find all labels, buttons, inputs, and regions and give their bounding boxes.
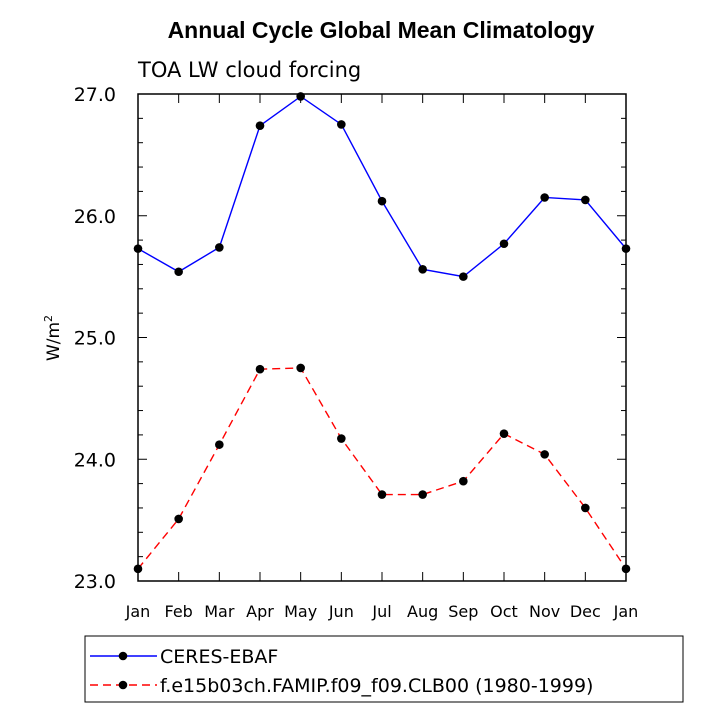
x-tick-label: Sep bbox=[448, 602, 478, 621]
x-tick-label: Apr bbox=[246, 602, 274, 621]
x-tick-label: Jan bbox=[613, 602, 639, 621]
y-axis-label: W/m2 bbox=[42, 315, 64, 361]
x-tick-label: May bbox=[284, 602, 317, 621]
data-point bbox=[581, 503, 590, 513]
y-tick-label: 26.0 bbox=[74, 206, 116, 228]
data-point bbox=[459, 476, 468, 486]
x-tick-label: Oct bbox=[490, 602, 518, 621]
data-series bbox=[133, 92, 631, 574]
data-point bbox=[499, 239, 509, 249]
x-tick-label: Nov bbox=[529, 602, 560, 621]
data-point bbox=[377, 490, 387, 499]
legend-marker bbox=[118, 651, 128, 661]
x-tick-label: Dec bbox=[570, 602, 601, 621]
data-point bbox=[337, 120, 346, 129]
y-tick-label: 27.0 bbox=[74, 84, 116, 106]
legend-label: CERES-EBAF bbox=[160, 646, 278, 668]
data-point bbox=[296, 363, 305, 373]
data-point bbox=[255, 364, 265, 374]
legend-item: CERES-EBAF bbox=[90, 646, 278, 668]
y-tick-label: 24.0 bbox=[74, 449, 116, 471]
chart-subtitle: TOA LW cloud forcing bbox=[137, 58, 361, 82]
x-tick-label: Jul bbox=[371, 602, 391, 621]
data-point bbox=[540, 193, 549, 202]
x-tick-labels: Jan Feb Mar Apr May Jun Jul Aug Sep Oct Nov Dec Jan bbox=[125, 602, 639, 621]
data-point bbox=[377, 196, 387, 206]
legend-box bbox=[84, 635, 684, 703]
x-tick-label: Jan bbox=[125, 602, 151, 621]
data-point bbox=[418, 490, 427, 499]
data-point bbox=[459, 272, 468, 281]
data-point bbox=[174, 267, 183, 277]
y-tick-label: 23.0 bbox=[74, 571, 116, 593]
x-tick-label: Jun bbox=[328, 602, 354, 621]
legend-label: f.e15b03ch.FAMIP.f09_f09.CLB00 (1980-199… bbox=[160, 675, 593, 697]
legend-item: f.e15b03ch.FAMIP.f09_f09.CLB00 (1980-199… bbox=[90, 675, 593, 697]
data-point bbox=[418, 265, 427, 274]
data-point bbox=[215, 440, 224, 449]
legend-marker bbox=[118, 680, 128, 690]
x-tick-label: Feb bbox=[165, 602, 193, 621]
legend: CERES-EBAF f.e15b03ch.FAMIP.f09_f09.CLB00… bbox=[90, 646, 593, 697]
y-tick-label: 25.0 bbox=[74, 328, 116, 350]
y-axis-label-base: W/m bbox=[44, 322, 64, 361]
y-axis-label-superscript: 2 bbox=[42, 315, 55, 322]
data-point bbox=[621, 564, 631, 574]
data-point bbox=[499, 429, 509, 438]
data-point bbox=[133, 244, 143, 253]
data-point bbox=[215, 243, 224, 252]
x-tick-label: Aug bbox=[407, 602, 438, 621]
y-tick-labels: 23.0 24.0 25.0 26.0 27.0 bbox=[74, 84, 116, 593]
data-point bbox=[540, 450, 549, 459]
data-point bbox=[296, 92, 305, 101]
data-point bbox=[133, 564, 143, 574]
data-point bbox=[337, 434, 346, 443]
data-point bbox=[255, 121, 265, 130]
series-2 bbox=[133, 363, 631, 574]
chart-title: Annual Cycle Global Mean Climatology bbox=[168, 17, 595, 43]
axis-ticks bbox=[137, 93, 627, 582]
data-point bbox=[621, 244, 631, 253]
data-point bbox=[174, 514, 183, 524]
series-1 bbox=[133, 92, 631, 281]
x-tick-label: Mar bbox=[204, 602, 235, 621]
data-point bbox=[581, 195, 590, 205]
